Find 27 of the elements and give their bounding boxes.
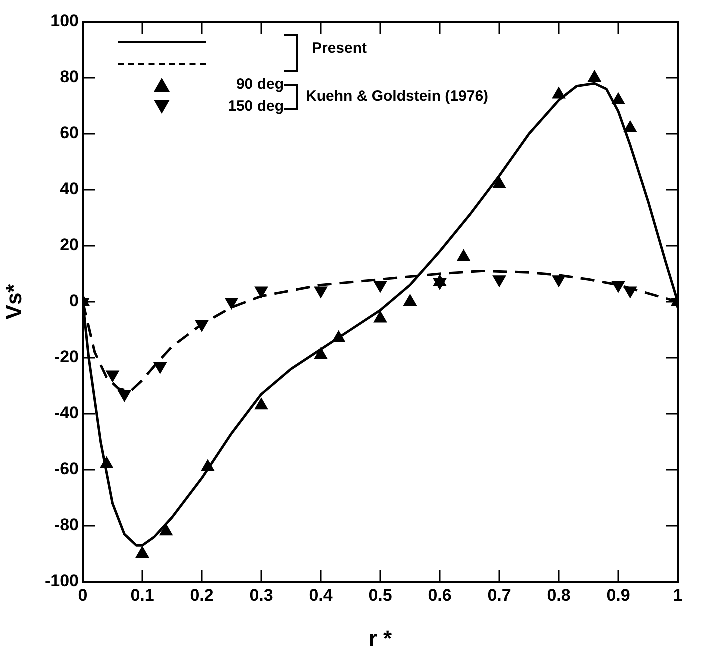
y-tick-label: 20 [60, 236, 79, 255]
x-tick-label: 0.1 [130, 586, 154, 605]
y-tick-label: -80 [54, 516, 79, 535]
legend-label: 90 deg [236, 76, 284, 93]
x-axis-title: r * [368, 626, 393, 651]
y-tick-label: 0 [70, 292, 79, 311]
y-tick-label: -60 [54, 460, 79, 479]
y-tick-label: 100 [50, 12, 79, 31]
annotation: Present [312, 40, 368, 57]
x-tick-label: 0.9 [606, 586, 630, 605]
y-tick-label: -100 [44, 572, 79, 591]
y-tick-label: 80 [60, 68, 79, 87]
y-tick-label: 60 [60, 124, 79, 143]
x-tick-label: 0.7 [488, 586, 512, 605]
x-tick-label: 0.2 [190, 586, 214, 605]
x-tick-label: 0.8 [547, 586, 571, 605]
legend-label: 150 deg [228, 98, 284, 115]
x-tick-label: 0.4 [309, 586, 334, 605]
y-tick-label: -40 [54, 404, 79, 423]
y-axis-title: Vs* [1, 284, 26, 320]
annotation: Kuehn & Goldstein (1976) [306, 88, 489, 105]
x-tick-label: 1 [673, 586, 683, 605]
x-tick-label: 0.6 [428, 586, 452, 605]
y-tick-label: 40 [60, 180, 79, 199]
y-tick-label: -20 [54, 348, 79, 367]
x-tick-label: 0.3 [250, 586, 274, 605]
x-tick-label: 0.5 [368, 586, 392, 605]
